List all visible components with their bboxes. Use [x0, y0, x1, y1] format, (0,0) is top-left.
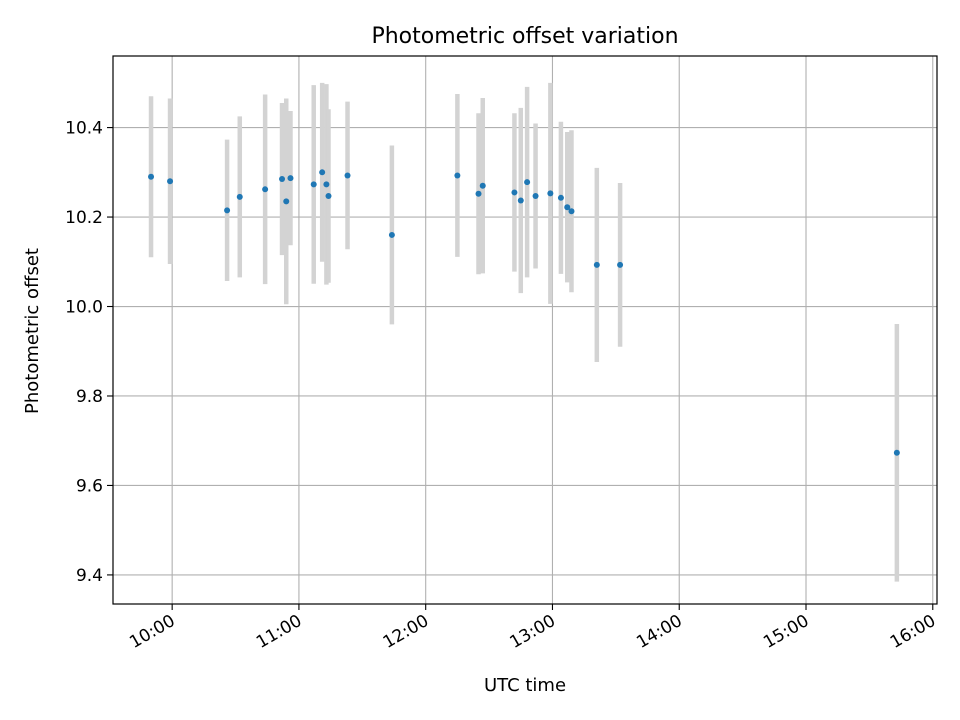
data-point	[262, 186, 269, 193]
data-points	[148, 169, 900, 456]
data-point	[568, 208, 575, 215]
y-tick-label: 9.6	[76, 476, 103, 496]
chart-title: Photometric offset variation	[371, 24, 678, 49]
plot-frame	[112, 55, 938, 605]
data-point	[325, 193, 332, 200]
data-point	[224, 207, 231, 214]
data-point	[524, 179, 531, 186]
data-point	[547, 190, 554, 197]
data-point	[279, 176, 286, 183]
y-axis-ticks: 9.4 9.6 9.8 10.0 10.2 10.4	[65, 119, 113, 586]
data-point	[479, 182, 486, 189]
data-point	[532, 193, 539, 200]
data-point	[454, 172, 461, 179]
data-point	[475, 190, 482, 197]
data-point	[388, 231, 395, 238]
y-tick-label: 10.0	[65, 298, 103, 318]
x-axis-label: UTC time	[484, 675, 566, 696]
y-tick-label: 9.8	[76, 387, 103, 407]
data-point	[236, 193, 243, 200]
data-point	[517, 197, 524, 204]
data-point	[893, 449, 900, 456]
data-point	[593, 261, 600, 268]
data-point	[344, 172, 351, 179]
data-point	[167, 178, 174, 185]
data-point	[310, 181, 317, 188]
data-point	[511, 189, 518, 196]
data-point	[319, 169, 326, 176]
data-point	[287, 175, 294, 182]
data-point	[557, 194, 564, 201]
data-point	[323, 181, 330, 188]
y-axis-label: Photometric offset	[22, 248, 43, 414]
y-tick-label: 10.4	[65, 119, 103, 139]
data-point	[148, 173, 155, 180]
y-tick-label: 10.2	[65, 208, 103, 228]
data-point	[283, 198, 290, 205]
data-point	[564, 204, 571, 211]
data-point	[617, 261, 624, 268]
y-tick-label: 9.4	[76, 566, 103, 586]
